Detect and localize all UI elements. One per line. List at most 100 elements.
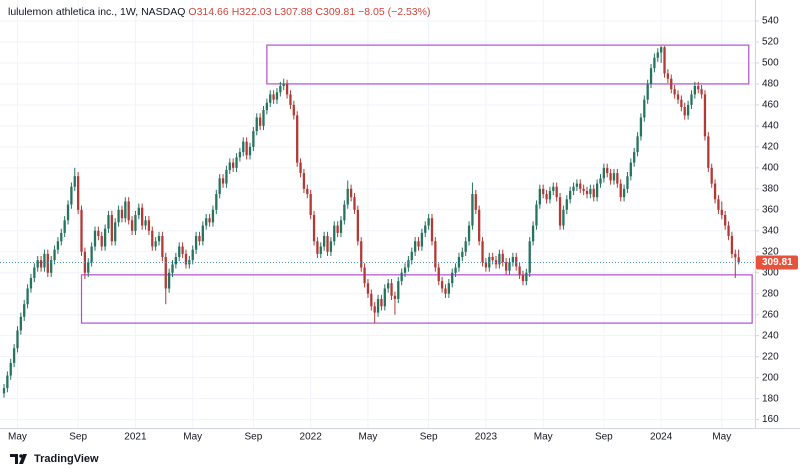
candle-body <box>724 215 727 226</box>
candle-body <box>387 283 390 289</box>
candle-body <box>356 209 359 242</box>
candle-body <box>336 225 339 233</box>
y-tick-label: 460 <box>762 100 779 111</box>
candle-body <box>646 83 649 100</box>
candle-body <box>397 281 400 299</box>
x-tick-label: 2023 <box>475 432 498 443</box>
candle-body <box>589 188 592 195</box>
candle-body <box>53 249 56 261</box>
candle-body <box>383 288 386 307</box>
candle-body <box>9 362 12 376</box>
y-tick-label: 160 <box>762 414 779 425</box>
candle-body <box>693 86 696 95</box>
candle-body <box>114 222 117 242</box>
candle-body <box>542 188 545 195</box>
y-tick-label: 500 <box>762 58 779 69</box>
candle-body <box>629 162 632 177</box>
x-tick-label: Sep <box>69 432 87 443</box>
candle-body <box>521 274 525 282</box>
candle-body <box>23 304 26 317</box>
candle-body <box>592 188 595 198</box>
candle-body <box>555 186 558 198</box>
candle-body <box>167 272 171 289</box>
candle-body <box>262 110 265 126</box>
candle-body <box>670 78 673 90</box>
candle-body <box>511 257 515 263</box>
candle-body <box>43 253 46 268</box>
candle-body <box>141 207 144 226</box>
y-tick-label: 240 <box>762 330 779 341</box>
candle-body <box>12 348 16 363</box>
candle-body <box>413 241 417 252</box>
candle-body <box>437 267 440 282</box>
candle-body <box>232 162 235 168</box>
candle-body <box>137 207 140 216</box>
candle-body <box>478 209 481 242</box>
candle-body <box>717 199 720 210</box>
candle-body <box>292 104 295 116</box>
candle-body <box>120 209 124 219</box>
candle-body <box>285 83 289 95</box>
last-price-label: 309.81 <box>762 257 793 268</box>
candle-body <box>191 249 194 261</box>
candle-body <box>299 162 302 174</box>
candle-body <box>33 267 36 278</box>
candle-body <box>134 215 137 231</box>
candle-body <box>80 209 83 252</box>
candle-body <box>258 117 262 126</box>
candle-body <box>730 236 734 254</box>
candle-body <box>36 260 39 268</box>
candle-body <box>363 267 366 284</box>
candle-body <box>221 178 225 184</box>
candle-body <box>39 260 43 268</box>
candle-body <box>666 73 670 79</box>
candle-body <box>606 167 609 174</box>
candle-body <box>144 220 147 226</box>
candle-body <box>157 236 161 242</box>
candle-body <box>649 68 653 84</box>
candle-body <box>484 262 488 268</box>
candle-body <box>127 201 130 221</box>
candle-body <box>272 94 275 100</box>
candle-body <box>208 218 211 223</box>
candle-body <box>474 194 477 210</box>
candle-body <box>552 186 555 191</box>
candle-body <box>481 241 484 263</box>
chart-header: lululemon athletica inc., 1W, NASDAQ O314… <box>8 6 430 18</box>
candle-body <box>201 225 204 242</box>
candle-body <box>29 277 33 289</box>
header-value: −8.05 (−2.53%) <box>358 6 431 18</box>
candle-body <box>440 281 444 289</box>
candle-body <box>400 272 403 282</box>
candle-body <box>76 176 80 210</box>
y-tick-label: 380 <box>762 183 779 194</box>
y-tick-label: 340 <box>762 225 779 236</box>
candle-body <box>491 257 494 261</box>
candle-body <box>619 183 622 198</box>
candle-body <box>697 86 700 90</box>
candle-body <box>713 183 717 200</box>
candle-body <box>616 173 619 184</box>
candle-body <box>407 260 410 268</box>
candle-body <box>326 236 329 252</box>
candle-body <box>16 330 19 349</box>
candle-body <box>265 102 269 111</box>
candle-body <box>312 215 316 242</box>
candle-body <box>525 272 528 282</box>
candle-body <box>154 241 157 247</box>
header-value: L307.88 <box>274 6 313 18</box>
candle-body <box>417 241 420 247</box>
candle-body <box>579 183 582 189</box>
x-tick-label: May <box>183 432 202 443</box>
y-tick-label: 280 <box>762 288 779 299</box>
x-tick-label: 2021 <box>124 432 147 443</box>
last-price-box <box>756 255 798 270</box>
candle-body <box>734 253 737 258</box>
y-tick-label: 220 <box>762 351 779 362</box>
candle-body <box>2 388 6 394</box>
candle-body <box>181 246 184 254</box>
x-tick-label: May <box>712 432 731 443</box>
candle-body <box>319 246 322 254</box>
candle-body <box>686 104 690 116</box>
candle-body <box>535 204 538 226</box>
